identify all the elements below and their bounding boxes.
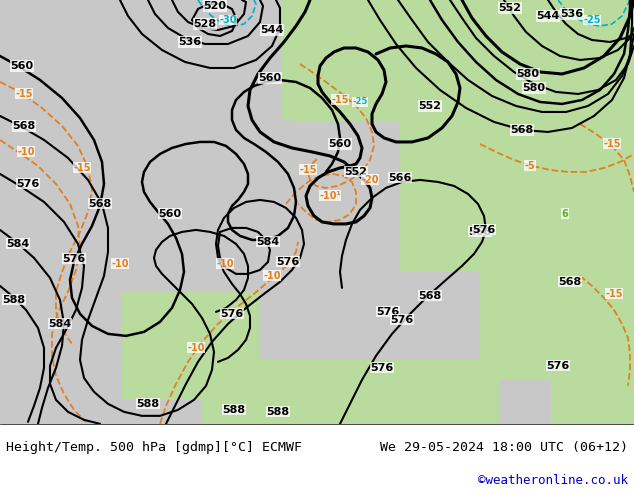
Text: 536: 536 bbox=[560, 9, 583, 19]
Text: 568: 568 bbox=[13, 121, 36, 131]
Text: 568: 568 bbox=[559, 277, 581, 287]
Text: 580: 580 bbox=[517, 69, 540, 79]
Text: -10: -10 bbox=[17, 147, 35, 157]
Text: 568: 568 bbox=[469, 227, 491, 237]
Text: 576: 576 bbox=[377, 307, 399, 317]
Text: -15: -15 bbox=[15, 89, 33, 99]
Text: 584: 584 bbox=[256, 237, 280, 247]
Text: 568: 568 bbox=[88, 199, 112, 209]
Text: 576: 576 bbox=[472, 225, 496, 235]
Text: -5: -5 bbox=[524, 161, 535, 171]
Text: 580: 580 bbox=[522, 83, 545, 93]
Text: -15: -15 bbox=[74, 163, 91, 173]
Text: -10: -10 bbox=[216, 259, 234, 269]
Text: 544: 544 bbox=[261, 25, 283, 35]
Text: 584: 584 bbox=[48, 319, 72, 329]
Text: -10¹: -10¹ bbox=[319, 191, 341, 201]
Text: 576: 576 bbox=[276, 257, 300, 267]
Text: 552: 552 bbox=[344, 167, 368, 177]
Text: -10: -10 bbox=[187, 343, 205, 353]
Text: 576: 576 bbox=[221, 309, 243, 319]
Text: -10: -10 bbox=[263, 271, 281, 281]
Text: -25: -25 bbox=[353, 98, 368, 106]
Text: -15: -15 bbox=[605, 289, 623, 299]
Text: 588: 588 bbox=[3, 295, 25, 305]
Text: 6: 6 bbox=[562, 209, 568, 219]
Text: -15: -15 bbox=[603, 139, 621, 149]
Text: Height/Temp. 500 hPa [gdmp][°C] ECMWF: Height/Temp. 500 hPa [gdmp][°C] ECMWF bbox=[6, 441, 302, 454]
Text: 588: 588 bbox=[136, 399, 160, 409]
Text: We 29-05-2024 18:00 UTC (06+12): We 29-05-2024 18:00 UTC (06+12) bbox=[380, 441, 628, 454]
Text: -20: -20 bbox=[361, 175, 378, 185]
Text: 588: 588 bbox=[223, 405, 245, 415]
Text: 568: 568 bbox=[418, 291, 442, 301]
Text: -25: -25 bbox=[583, 15, 601, 25]
Text: -10: -10 bbox=[111, 259, 129, 269]
Text: -15: -15 bbox=[299, 165, 317, 175]
Text: 520: 520 bbox=[204, 1, 226, 11]
Text: 576: 576 bbox=[62, 254, 86, 264]
Text: 560: 560 bbox=[158, 209, 181, 219]
Text: 576: 576 bbox=[547, 361, 569, 371]
Text: 588: 588 bbox=[266, 407, 290, 417]
Text: 576: 576 bbox=[370, 363, 394, 373]
Text: 552: 552 bbox=[498, 3, 522, 13]
Text: 568: 568 bbox=[510, 125, 534, 135]
Text: 552: 552 bbox=[418, 101, 441, 111]
Text: 536: 536 bbox=[178, 37, 202, 47]
Text: ©weatheronline.co.uk: ©weatheronline.co.uk bbox=[477, 473, 628, 487]
Text: -30: -30 bbox=[219, 15, 236, 25]
Text: 544: 544 bbox=[536, 11, 560, 21]
Text: 576: 576 bbox=[16, 179, 39, 189]
Text: 576: 576 bbox=[391, 315, 413, 325]
Text: 560: 560 bbox=[328, 139, 352, 149]
Text: 584: 584 bbox=[6, 239, 30, 249]
Text: 566: 566 bbox=[388, 173, 411, 183]
Text: 560: 560 bbox=[259, 73, 281, 83]
Text: 560: 560 bbox=[10, 61, 34, 71]
Text: 528: 528 bbox=[193, 19, 217, 29]
Text: -15: -15 bbox=[331, 95, 349, 105]
